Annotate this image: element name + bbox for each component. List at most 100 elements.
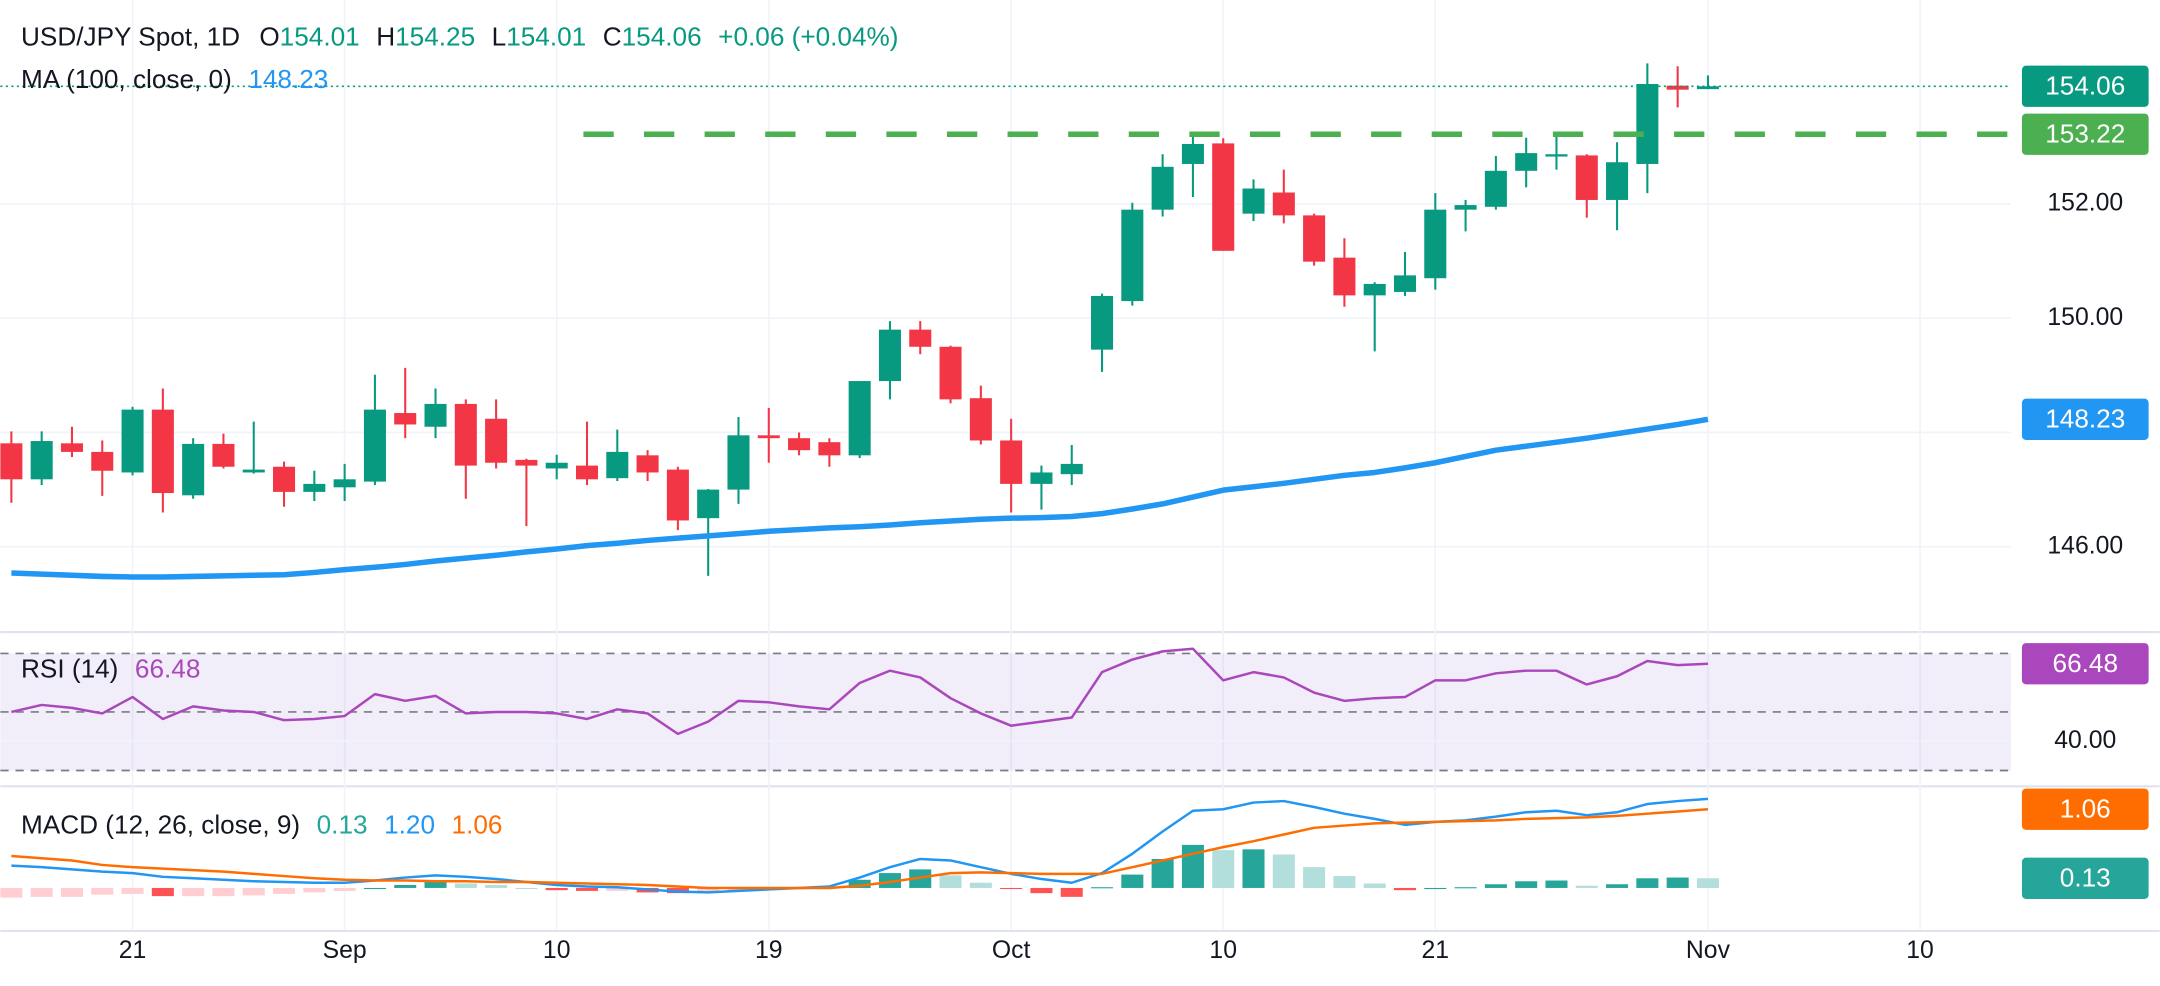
histogram-bar — [424, 882, 447, 888]
histogram-bar — [1303, 867, 1326, 888]
legend-text: MA (100, close, 0) — [21, 64, 232, 94]
candle-body — [1363, 283, 1386, 296]
candle-body — [1696, 86, 1719, 90]
histogram-bar — [1333, 876, 1356, 888]
candle-body — [242, 469, 265, 473]
candle-body — [757, 435, 780, 439]
candle-body — [606, 451, 629, 479]
candle-body — [1000, 440, 1023, 484]
candle-body — [878, 329, 901, 382]
candle-body — [91, 451, 114, 471]
histogram-bar — [1666, 877, 1689, 888]
candle-body — [182, 443, 205, 496]
candle-body — [1333, 257, 1356, 296]
macd-legend: MACD (12, 26, close, 9) 0.13 1.20 1.06 — [21, 809, 502, 839]
histogram-bar — [30, 887, 53, 897]
candle-body — [1060, 463, 1083, 475]
level-label-box — [2021, 113, 2149, 155]
legend-text: 1.20 — [384, 809, 435, 839]
x-tick-label: 10 — [1906, 937, 1934, 964]
legend-text: H — [376, 21, 395, 51]
histogram-bar — [1121, 874, 1144, 888]
chart-title: USD/JPY Spot, 1D O154.01 H154.25 L154.01 C15… — [21, 21, 898, 51]
histogram-bar — [0, 887, 23, 898]
last-price-label: 154.06 — [2045, 71, 2125, 101]
candle-body — [848, 381, 871, 456]
histogram-bar — [1242, 849, 1265, 888]
histogram-label-box — [2021, 857, 2149, 899]
marks-layer — [0, 63, 2011, 898]
candle-body — [1030, 472, 1053, 484]
legend-text: 148.23 — [248, 64, 328, 94]
candle-body — [1242, 188, 1265, 214]
legend-text: 154.01 — [280, 21, 360, 51]
candle-body — [1424, 209, 1447, 279]
candle-body — [0, 443, 23, 480]
candle-body — [1272, 192, 1295, 216]
candle-body — [394, 413, 417, 425]
histogram-label: 0.13 — [2060, 863, 2111, 893]
signal-label: 1.06 — [2060, 794, 2111, 824]
histogram-bar — [606, 887, 629, 891]
histogram-bar — [303, 887, 326, 893]
histogram-bar — [212, 887, 235, 897]
ma-label-box — [2021, 398, 2149, 440]
legend-text: O — [259, 21, 279, 51]
histogram-bar — [333, 887, 356, 891]
histogram-bar — [1393, 887, 1417, 891]
candle-body — [1484, 170, 1507, 207]
candle-body — [1545, 154, 1568, 157]
histogram-bar — [182, 887, 205, 897]
legend-text: 154.01 — [506, 21, 586, 51]
candle-body — [485, 418, 508, 463]
y-tick-label: 40.00 — [2054, 727, 2116, 754]
candle-body — [363, 409, 386, 482]
histogram-bar — [363, 887, 386, 890]
candle-body — [1606, 162, 1629, 200]
histogram-bar — [1575, 885, 1598, 888]
histogram-bar — [575, 887, 599, 891]
ma-label: 148.23 — [2045, 404, 2125, 434]
candle-body — [818, 442, 841, 456]
candle-body — [60, 443, 83, 452]
candle-body — [212, 443, 235, 467]
candle-body — [1575, 155, 1598, 200]
candle-body — [1636, 83, 1659, 164]
histogram-bar — [1606, 884, 1629, 888]
histogram-bar — [1363, 883, 1386, 888]
histogram-bar — [151, 887, 174, 897]
candle-body — [151, 409, 174, 494]
histogram-bar — [969, 882, 992, 888]
level-label: 153.22 — [2045, 119, 2125, 149]
candle-body — [788, 438, 811, 451]
histogram-bar — [848, 879, 871, 888]
histogram-bar — [1545, 880, 1568, 888]
y-tick-label: 150.00 — [2047, 304, 2123, 331]
axis-layer: 146.00148.00150.00152.00154.06153.22148.… — [2021, 65, 2149, 899]
histogram-bar — [515, 887, 538, 890]
histogram-bar — [273, 887, 296, 894]
histogram-bar — [939, 875, 962, 888]
candle-body — [1666, 85, 1689, 90]
candle-body — [1393, 275, 1417, 292]
histogram-bar — [394, 884, 417, 888]
histogram-bar — [1696, 878, 1719, 888]
histogram-bar — [1454, 887, 1477, 889]
x-tick-label: Sep — [323, 937, 367, 964]
x-tick-label: Nov — [1686, 937, 1731, 964]
histogram-bar — [878, 873, 901, 888]
histogram-bar — [60, 887, 83, 897]
histogram-bar — [1060, 887, 1083, 897]
candle-body — [273, 466, 296, 492]
candle-body — [1181, 143, 1204, 164]
candle-body — [454, 403, 477, 466]
histogram-bar — [1272, 854, 1295, 888]
candle-body — [575, 465, 599, 480]
candle-body — [1091, 295, 1114, 350]
candle-body — [969, 398, 992, 441]
candle-body — [121, 409, 144, 473]
